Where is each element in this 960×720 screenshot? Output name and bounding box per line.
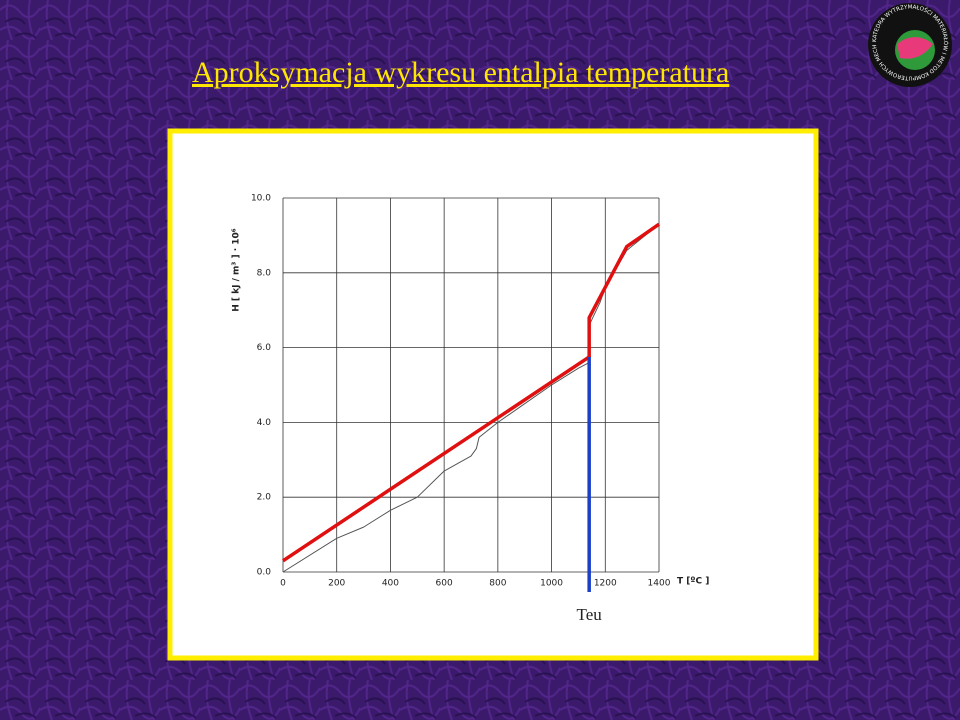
logo-globe-band — [897, 37, 933, 59]
x-tick-label: 600 — [436, 579, 453, 589]
x-tick-label: 1200 — [594, 579, 617, 589]
annotation: Teu — [577, 605, 603, 624]
x-tick-label: 1000 — [540, 579, 563, 589]
x-tick-label: 400 — [382, 579, 399, 589]
y-tick-label: 2.0 — [257, 493, 272, 503]
y-axis-label: H [ kJ / m³ ] · 10⁶ — [232, 228, 242, 312]
x-tick-label: 1400 — [648, 579, 671, 589]
x-tick-label: 800 — [489, 579, 506, 589]
y-tick-label: 8.0 — [257, 268, 272, 278]
x-axis-label: T [ºC ] — [677, 577, 709, 587]
series-line — [282, 223, 660, 573]
y-tick-label: 10.0 — [251, 194, 271, 204]
chart-panel — [167, 128, 819, 661]
series-line — [282, 222, 660, 563]
y-tick-label: 0.0 — [257, 568, 272, 578]
slide-title: Aproksymacja wykresu entalpia temperatur… — [192, 56, 729, 89]
x-tick-label: 200 — [328, 579, 345, 589]
y-tick-label: 6.0 — [257, 343, 272, 353]
x-tick-label: 0 — [280, 579, 286, 589]
y-tick-label: 4.0 — [257, 418, 272, 428]
